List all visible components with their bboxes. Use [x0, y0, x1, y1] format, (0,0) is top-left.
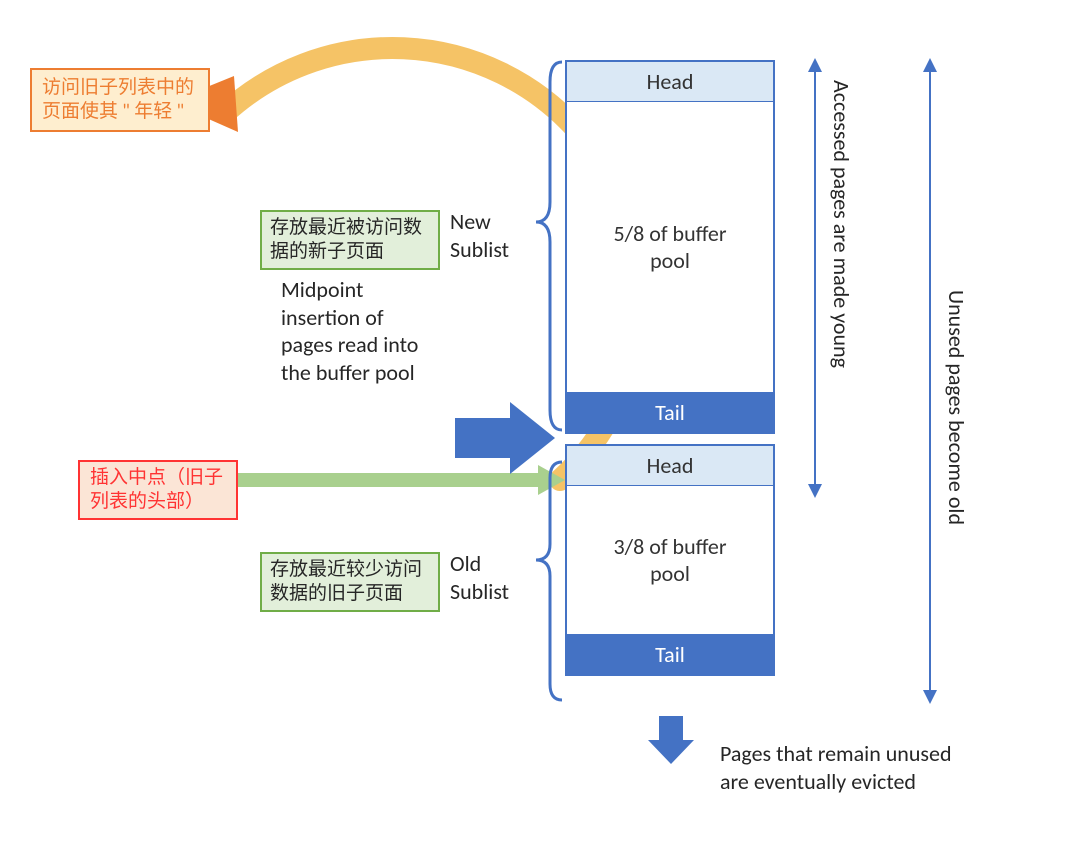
new-sublist-block: Head 5/8 of buffer pool Tail	[565, 60, 775, 434]
new-head: Head	[567, 62, 773, 102]
vertical-arrow-young	[808, 58, 822, 498]
evicted-caption: Pages that remain unused are eventually …	[720, 740, 952, 795]
evict-arrow	[648, 716, 694, 764]
text-become-old: Unused pages become old	[943, 290, 970, 690]
old-head: Head	[567, 446, 773, 486]
old-sublist-block: Head 3/8 of buffer pool Tail	[565, 444, 775, 676]
red-callout: 插入中点（旧子 列表的头部）	[78, 460, 238, 520]
diagram-stage: Head 5/8 of buffer pool Tail Head 3/8 of…	[0, 0, 1080, 841]
blue-midpoint-arrow	[455, 402, 555, 474]
label-old-sublist: Old Sublist	[450, 550, 509, 605]
label-new-sublist: New Sublist	[450, 208, 509, 263]
new-tail: Tail	[567, 393, 773, 432]
label-midpoint: Midpoint insertion of pages read into th…	[281, 276, 491, 386]
brace-old	[536, 462, 562, 700]
old-tail: Tail	[567, 635, 773, 674]
old-body: 3/8 of buffer pool	[567, 486, 773, 635]
buffer-column: Head 5/8 of buffer pool Tail Head 3/8 of…	[565, 60, 775, 676]
green-callout-new: 存放最近被访问数 据的新子页面	[260, 210, 440, 270]
new-body: 5/8 of buffer pool	[567, 102, 773, 393]
vertical-arrow-old	[923, 58, 937, 704]
green-callout-old: 存放最近较少访问 数据的旧子页面	[260, 552, 440, 612]
text-made-young: Accessed pages are made young	[828, 80, 855, 480]
orange-callout: 访问旧子列表中的 页面使其 " 年轻 "	[30, 68, 210, 132]
